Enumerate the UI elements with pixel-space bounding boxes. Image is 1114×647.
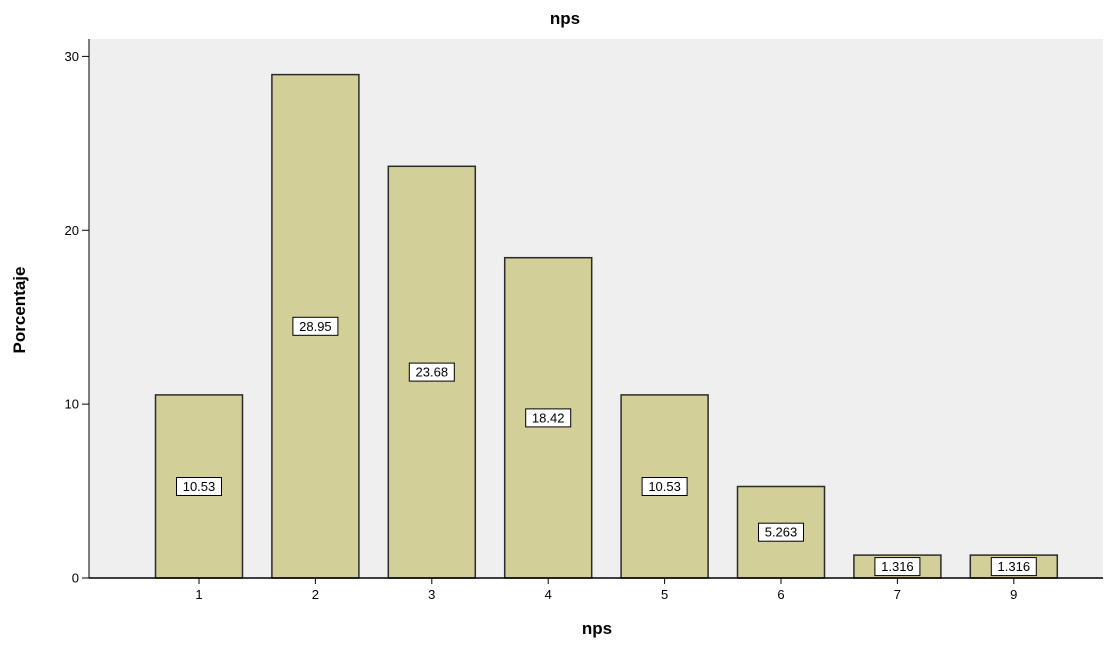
data-label: 1.316: [881, 559, 914, 574]
data-label-box: [176, 477, 222, 496]
data-label-box: [641, 477, 688, 496]
data-label-box: [408, 362, 455, 382]
y-axis-title: Porcentaje: [10, 267, 29, 354]
axes-layer: 0 10 20 30 1 2 3 4 5 6 7 9: [65, 39, 1103, 602]
chart-title: nps: [550, 9, 580, 28]
y-tick-label: 10: [65, 397, 79, 412]
data-labels-layer: 10.53 28.95 23.68 18.42 10.53 5.263 1.316 1.316: [176, 316, 1037, 577]
y-tick-label: 0: [72, 571, 79, 586]
data-label-box: [874, 557, 921, 577]
data-label-box: [525, 408, 572, 428]
data-label: 18.42: [532, 410, 565, 425]
x-tick-label: 4: [545, 587, 552, 602]
plot-background: [89, 39, 1103, 578]
data-label: 28.95: [299, 319, 332, 334]
data-label-box: [990, 557, 1037, 577]
x-tick-label: 6: [777, 587, 784, 602]
data-label: 10.53: [648, 479, 681, 494]
x-axis-title: nps: [582, 619, 612, 638]
x-tick-label: 1: [195, 587, 202, 602]
y-tick-label: 20: [65, 223, 79, 238]
data-label: 1.316: [998, 559, 1031, 574]
x-tick-label: 9: [1010, 587, 1017, 602]
data-label: 10.53: [183, 479, 216, 494]
data-label-box: [292, 316, 339, 336]
y-tick-label: 30: [65, 49, 79, 64]
data-label-box: [758, 522, 804, 542]
x-tick-label: 7: [894, 587, 901, 602]
data-label: 5.263: [765, 525, 798, 540]
x-tick-label: 5: [661, 587, 668, 602]
x-tick-label: 3: [428, 587, 435, 602]
x-tick-label: 2: [312, 587, 319, 602]
data-label: 23.68: [416, 365, 449, 380]
